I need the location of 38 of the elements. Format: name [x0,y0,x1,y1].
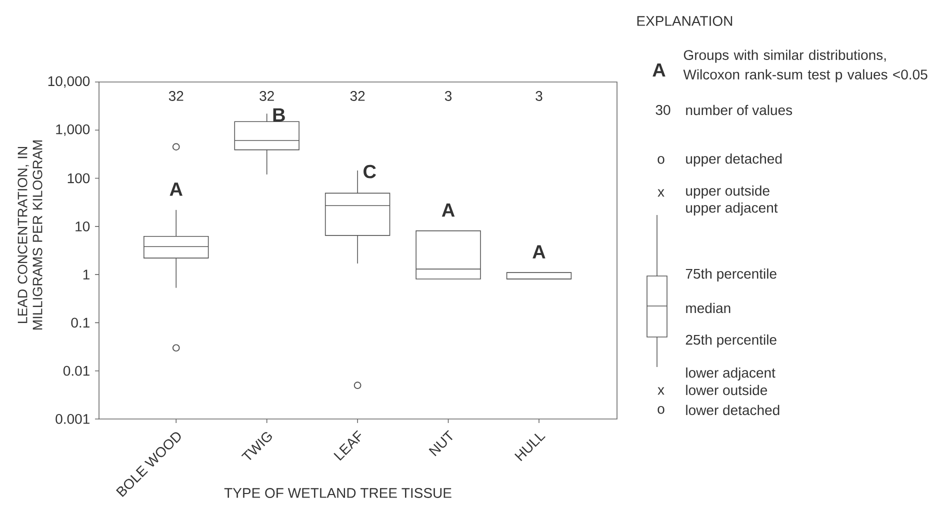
annotation: 32 [350,91,365,101]
y-axis-title: LEAD CONCENTRATION, IN MILLIGRAMS PER KILOGRAM [18,140,42,330]
y-tick-label: 100 [68,173,90,184]
annotation: 32 [168,91,184,101]
text: 30 [656,105,670,115]
text: x [658,189,664,197]
text: 75th percentile [686,268,776,282]
text: o [658,406,664,414]
text: lower adjacent [686,367,776,381]
annotation: 3 [444,91,452,101]
y-tick-label: 1 [83,270,90,280]
text: lower detached [686,404,780,416]
text: upper adjacent [686,202,778,216]
annotation: C [364,164,376,178]
y-tick-label: 10 [76,221,90,232]
y-tick-label: 10,000 [48,76,90,88]
annotation: 3 [536,91,542,101]
text: Groups with similar distributions, Wilcoxon rank-sum test p values <0.05 [683,50,928,82]
annotation: B [273,108,285,122]
text: o [658,156,664,164]
y-tick-label: 0.1 [71,318,90,328]
y-tick-label: 0.01 [63,366,90,376]
y-tick-label: 0.001 [56,414,90,424]
text: 25th percentile [686,334,776,348]
text: x [658,387,664,395]
text: median [686,302,730,314]
text: upper outside [686,185,770,199]
text: lower outside [686,384,768,396]
annotation: 32 [260,91,274,101]
text: EXPLANATION [637,16,732,26]
annotation: A [442,204,455,217]
annotation: A [170,182,182,196]
text: upper detached [686,153,782,167]
y-tick-label: 1,000 [56,124,90,136]
annotation: A [532,245,546,258]
x-axis-title: TYPE OF WETLAND TREE TISSUE [224,488,452,498]
text: number of values [686,104,792,116]
text: A [652,63,666,77]
